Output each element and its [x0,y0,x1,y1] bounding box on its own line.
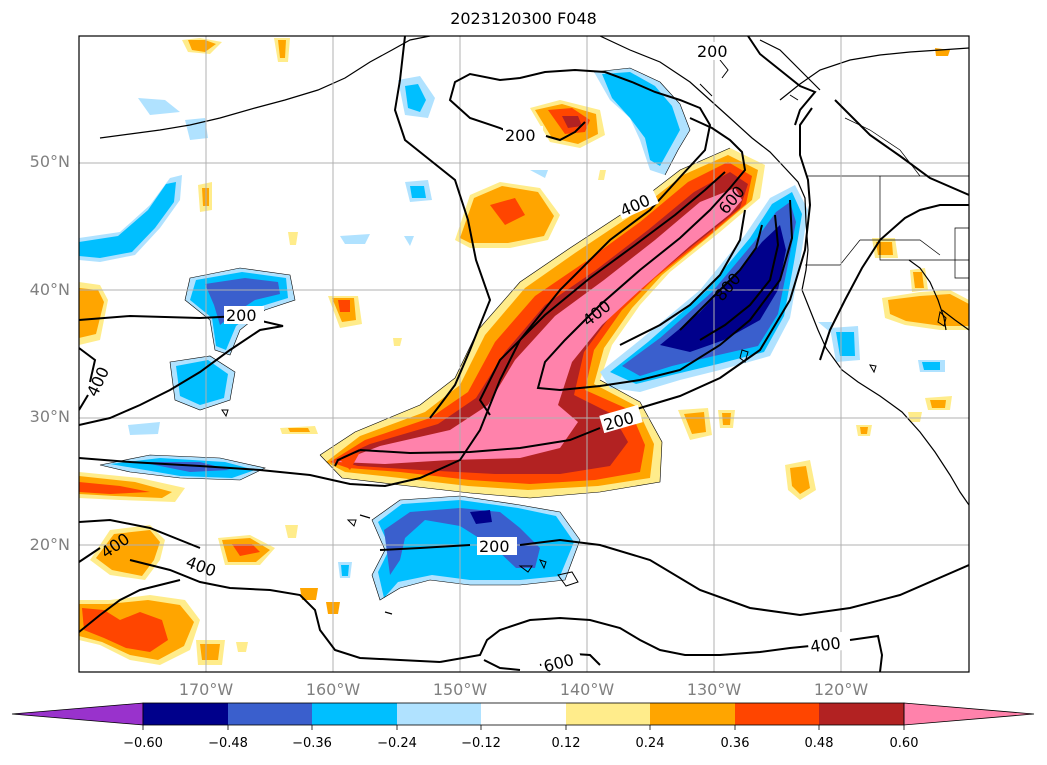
colorbar [11,702,1035,730]
coastlines [99,36,969,615]
lat-label-50n: 50°N [29,152,70,171]
fill-dark-red [335,172,748,474]
negative-anomaly-band [600,185,808,392]
colorbar-tick-label: −0.48 [208,736,248,751]
contour-label: 200 [479,537,510,556]
colorbar-tick-label: −0.12 [461,736,501,751]
lon-label-160w: 160°W [305,680,361,699]
scattered-positive-blobs [79,38,969,665]
lon-label-130w: 130°W [686,680,742,699]
map-title: 2023120300 F048 [450,9,597,28]
colorbar-tick-label: −0.60 [123,736,163,751]
colorbar-tick-label: 0.48 [804,736,834,751]
contour-label: 400 [83,364,113,400]
contour-label: 200 [697,42,728,61]
map-plot-area: 200 200 400 600 800 400 200 200 400 200 … [79,36,969,676]
lon-label-120w: 120°W [813,680,869,699]
colorbar-tick-label: 0.36 [720,736,750,751]
islands [221,59,947,587]
colorbar-extend-left [11,702,144,726]
colorbar-tick-label: −0.36 [292,736,332,751]
fill-navy [660,225,786,352]
colorbar-tick-label: −0.24 [377,736,417,751]
colorbar-tick-label: 0.24 [635,736,665,751]
contour-label: 200 [505,126,536,145]
fill-pink [338,188,742,464]
southern-negative-blob [372,496,580,600]
lat-label-30n: 30°N [29,407,70,426]
lon-label-170w: 170°W [178,680,234,699]
colorbar-tick-label: 0.60 [889,736,919,751]
contour-label: 400 [809,633,842,656]
lat-label-40n: 40°N [29,280,70,299]
lat-label-20n: 20°N [29,535,70,554]
colorbar-extend-right [903,702,1035,726]
contour-label: 200 [226,306,257,325]
contour-label: 600 [542,650,576,676]
lon-label-150w: 150°W [432,680,488,699]
map-frame [78,35,970,673]
colorbar-tick-label: 0.12 [551,736,581,751]
western-negative-blobs [79,98,295,480]
lon-label-140w: 140°W [559,680,615,699]
fill-royal-blue [622,202,796,376]
positive-anomaly-band [320,148,765,498]
